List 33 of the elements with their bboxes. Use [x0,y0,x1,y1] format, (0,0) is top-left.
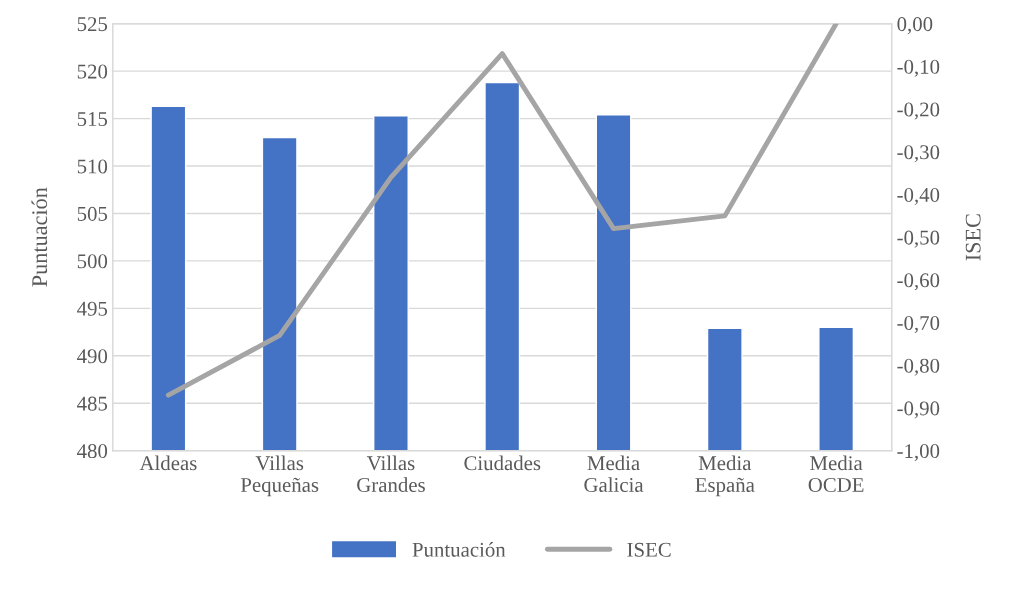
y-tick-label: 495 [77,301,108,316]
legend-label: ISEC [627,542,671,557]
y2-tick-label: -1,00 [897,444,940,462]
x-tick-label: Media OCDE [808,455,864,492]
y-tick-label: 510 [77,159,108,174]
y-tick-label: 480 [77,444,108,459]
y2-tick-label: 0,00 [897,17,933,35]
y2-tick-label: -0,20 [897,102,940,120]
y2-tick-label: -0,80 [897,358,940,376]
line-series [165,23,839,398]
y2-tick-label: -0,60 [897,273,940,291]
y-axis-title: Puntuación [31,187,48,287]
x-tick-label: Media España [695,455,755,497]
y-tick-label: 505 [77,206,108,221]
y-tick-label: 500 [77,254,108,269]
y-tick-label: 520 [77,64,108,79]
y2-tick-label: -0,40 [897,187,940,205]
x-tick-label: Ciudades [464,455,541,471]
legend-label: Puntuación [412,542,506,557]
y2-tick-label: -0,10 [897,59,940,77]
y2-tick-label: -0,90 [897,401,940,419]
y2-axis-title: ISEC [965,214,981,261]
x-tick-label: Aldeas [139,455,197,471]
x-tick-label: Media Galicia [584,455,644,492]
x-tick-label: Villas Grandes [357,455,425,492]
y-tick-label: 490 [77,349,108,364]
x-tick-label: Villas Pequeñas [240,455,319,497]
y2-tick-label: -0,70 [897,315,940,334]
y-tick-label: 515 [77,112,108,127]
y-tick-label: 525 [77,17,108,32]
y2-tick-label: -0,50 [897,230,940,248]
y-tick-label: 485 [77,396,108,411]
y2-tick-label: -0,30 [897,145,940,163]
